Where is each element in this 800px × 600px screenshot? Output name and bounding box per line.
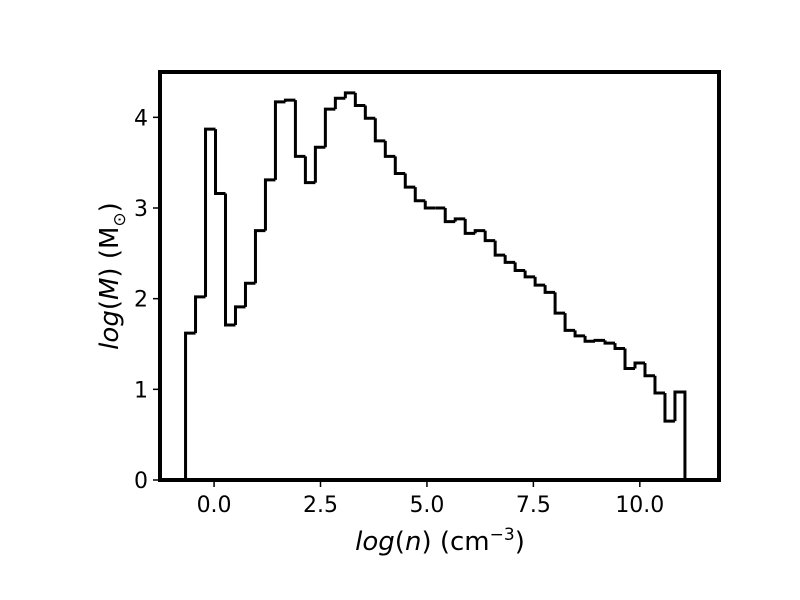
histogram-bin bbox=[243, 281, 256, 307]
histogram-bin bbox=[273, 100, 286, 180]
histogram-bin bbox=[223, 193, 236, 327]
histogram-bin bbox=[184, 331, 196, 480]
histogram-bin bbox=[293, 100, 306, 158]
histogram-bin bbox=[623, 348, 636, 370]
histogram-bin bbox=[363, 105, 376, 120]
histogram-bin bbox=[473, 229, 486, 234]
histogram-bin bbox=[373, 118, 386, 143]
y-axis-ticks: 0 1 2 3 4 bbox=[134, 106, 160, 494]
histogram-bin bbox=[333, 96, 346, 110]
histogram-bin bbox=[323, 107, 336, 148]
histogram-bin bbox=[423, 200, 436, 210]
y-tick-label: 0 bbox=[134, 469, 148, 494]
histogram-bin bbox=[643, 363, 655, 378]
histogram-bin bbox=[463, 218, 476, 235]
histogram-bin bbox=[563, 313, 576, 332]
histogram-bin bbox=[573, 330, 586, 338]
histogram-bin bbox=[483, 230, 496, 243]
histogram-bin bbox=[313, 145, 326, 183]
y-tick-label: 1 bbox=[134, 378, 148, 403]
x-axis-label: log(n) (cm−3) bbox=[355, 525, 525, 557]
histogram-bin bbox=[663, 392, 675, 423]
y-axis-label: log(M) (M⊙) bbox=[95, 202, 130, 350]
y-tick-label: 4 bbox=[134, 106, 148, 131]
histogram-bin bbox=[263, 178, 276, 231]
histogram-bin bbox=[533, 276, 546, 287]
histogram-bin bbox=[204, 127, 216, 297]
histogram-bin bbox=[413, 187, 426, 203]
x-tick-label: 5.0 bbox=[409, 493, 444, 518]
histogram-bin bbox=[303, 156, 316, 185]
histogram-bin bbox=[214, 129, 226, 195]
x-tick-label: 10.0 bbox=[615, 493, 664, 518]
histogram-bin bbox=[233, 305, 246, 325]
histogram-bin bbox=[453, 217, 466, 222]
histogram-bin bbox=[633, 361, 645, 369]
histogram-bin bbox=[493, 240, 506, 257]
x-tick-label: 2.5 bbox=[303, 493, 338, 518]
plot-frame bbox=[158, 70, 721, 482]
y-tick-label: 3 bbox=[134, 197, 148, 222]
histogram-bin bbox=[673, 390, 687, 480]
histogram-bin bbox=[443, 208, 456, 224]
histogram-bin bbox=[253, 229, 266, 284]
histogram-bin bbox=[403, 173, 416, 189]
x-tick-label: 7.5 bbox=[516, 493, 551, 518]
histogram-bin bbox=[613, 343, 626, 351]
x-axis-ticks: 0.0 2.5 5.0 7.5 10.0 bbox=[197, 480, 664, 518]
histogram-bin bbox=[283, 98, 296, 102]
histogram-bin bbox=[653, 375, 665, 395]
histogram-bin bbox=[543, 285, 556, 294]
histogram-bin bbox=[593, 338, 606, 342]
histogram-bin bbox=[603, 340, 616, 345]
histogram-bin bbox=[583, 335, 596, 343]
y-tick-label: 2 bbox=[134, 288, 148, 313]
histogram-bin bbox=[393, 156, 406, 176]
histogram-bin bbox=[523, 270, 536, 279]
x-tick-label: 0.0 bbox=[197, 493, 232, 518]
histogram-bin bbox=[353, 92, 366, 108]
histogram-bin bbox=[383, 140, 396, 158]
histogram-bin bbox=[194, 295, 206, 334]
histogram-bin bbox=[553, 292, 566, 315]
plot-area bbox=[184, 91, 687, 480]
histogram-bin bbox=[343, 91, 356, 99]
histogram-bin bbox=[513, 262, 526, 273]
histogram-bin bbox=[503, 255, 516, 264]
